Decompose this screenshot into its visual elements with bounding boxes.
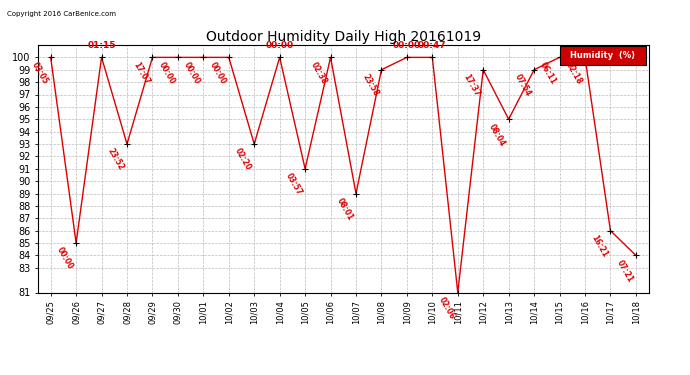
Text: Copyright 2016 CarBenIce.com: Copyright 2016 CarBenIce.com [7, 11, 116, 17]
Text: Humidity  (%): Humidity (%) [571, 51, 635, 60]
Text: 00:00: 00:00 [393, 41, 421, 50]
Text: 07:54: 07:54 [513, 72, 533, 98]
Text: 17:07: 17:07 [131, 60, 151, 86]
FancyBboxPatch shape [560, 46, 646, 65]
Text: 00:00: 00:00 [208, 60, 228, 86]
Text: 02:20: 02:20 [233, 147, 253, 172]
Text: 00:00: 00:00 [55, 246, 75, 271]
Text: 00:00: 00:00 [266, 41, 294, 50]
Text: 23:58: 23:58 [360, 72, 380, 98]
Text: 00:47: 00:47 [418, 41, 446, 50]
Text: 01:15: 01:15 [88, 41, 116, 50]
Text: 02:18: 02:18 [564, 60, 584, 86]
Text: 02:38: 02:38 [309, 60, 329, 86]
Text: 08:04: 08:04 [487, 122, 507, 147]
Text: 00:00: 00:00 [182, 60, 202, 86]
Text: 08:01: 08:01 [335, 196, 355, 222]
Title: Outdoor Humidity Daily High 20161019: Outdoor Humidity Daily High 20161019 [206, 30, 481, 44]
Text: 16:21: 16:21 [589, 233, 609, 259]
Text: 00:00: 00:00 [157, 60, 177, 86]
Text: 02:06: 02:06 [437, 295, 456, 321]
Text: 03:57: 03:57 [284, 171, 304, 197]
Text: 07:21: 07:21 [615, 258, 635, 284]
Text: 03:05: 03:05 [30, 60, 49, 86]
Text: 23:52: 23:52 [106, 147, 126, 172]
Text: 17:37: 17:37 [462, 72, 482, 98]
Text: 06:11: 06:11 [538, 60, 558, 86]
